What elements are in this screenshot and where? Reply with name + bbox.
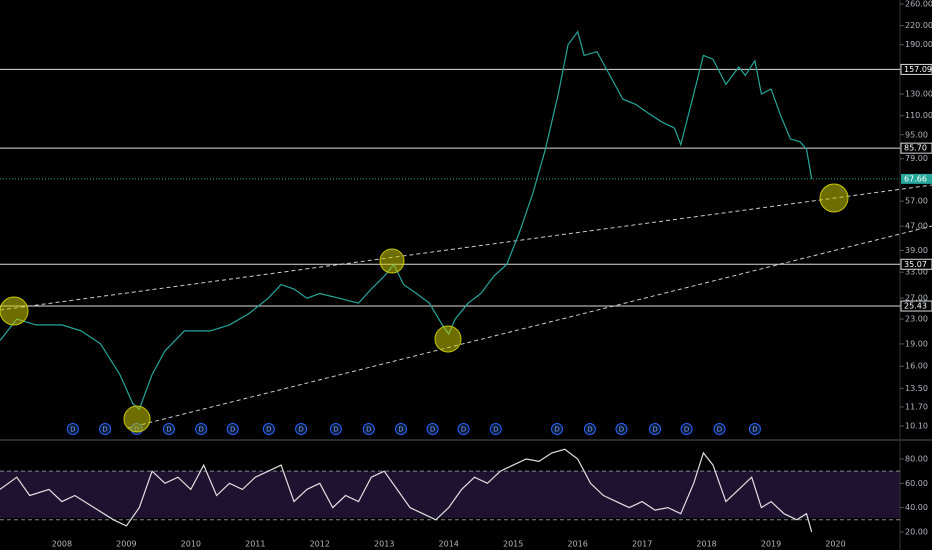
highlight-circle	[0, 296, 29, 326]
x-tick-label: 2014	[439, 540, 459, 549]
x-tick-label: 2013	[374, 540, 394, 549]
highlight-circle	[819, 183, 849, 213]
dividend-label: D	[752, 426, 757, 434]
x-tick-label: 2008	[52, 540, 72, 549]
dividend-label: D	[554, 426, 559, 434]
y-tick-label: 220.00	[905, 21, 932, 30]
dividend-label: D	[266, 426, 271, 434]
dividend-marker	[680, 423, 693, 435]
dividend-marker	[262, 423, 275, 435]
y-tick-label: 47.00	[905, 222, 928, 231]
x-tick-label: 2017	[632, 540, 652, 549]
y-tick-label: 27.00	[905, 294, 928, 303]
dividend-label: D	[333, 426, 338, 434]
dividend-marker	[295, 423, 308, 435]
y-tick-label: 57.00	[905, 197, 928, 206]
dividend-label: D	[587, 426, 592, 434]
dividend-marker	[426, 423, 439, 435]
y-tick-label: 13.50	[905, 384, 928, 393]
dividend-marker	[99, 423, 112, 435]
x-tick-label: 2018	[696, 540, 716, 549]
dividend-marker	[615, 423, 628, 435]
highlight-circle	[123, 405, 151, 433]
dividend-marker	[395, 423, 408, 435]
x-tick-label: 2012	[310, 540, 330, 549]
level-label-box	[900, 63, 932, 75]
dividend-marker	[748, 423, 761, 435]
y-tick-label: 19.00	[905, 339, 928, 348]
dividend-marker	[329, 423, 342, 435]
x-tick-label: 2010	[181, 540, 201, 549]
y-tick-label: 60.00	[905, 479, 928, 488]
price-line	[0, 30, 813, 411]
y-tick-label: 80.00	[905, 454, 928, 463]
dividend-label: D	[717, 426, 722, 434]
highlight-circle	[379, 248, 405, 274]
x-tick-label: 2015	[503, 540, 523, 549]
y-tick-label: 40.00	[905, 503, 928, 512]
y-tick-label: 260.00	[905, 0, 932, 8]
y-tick-label: 33.00	[905, 268, 928, 277]
dividend-label: D	[198, 426, 203, 434]
dividend-label: D	[298, 426, 303, 434]
x-tick-label: 2009	[116, 540, 136, 549]
level-label-box	[900, 300, 932, 312]
highlight-circle	[434, 325, 462, 353]
dividend-label: D	[619, 426, 624, 434]
y-tick-label: 16.00	[905, 362, 928, 371]
dividend-marker	[362, 423, 375, 435]
y-tick-label: 20.00	[905, 527, 928, 536]
dividend-marker	[457, 423, 470, 435]
y-tick-label: 79.00	[905, 154, 928, 163]
x-tick-label: 2016	[567, 540, 587, 549]
dividend-marker	[713, 423, 726, 435]
dividend-label: D	[398, 426, 403, 434]
dividend-label: D	[366, 426, 371, 434]
dividend-label: D	[493, 426, 498, 434]
level-label: 25.43	[904, 302, 927, 311]
level-label: 35.07	[904, 260, 927, 269]
y-tick-label: 39.00	[905, 246, 928, 255]
dividend-marker	[162, 423, 175, 435]
y-tick-label: 11.70	[905, 402, 928, 411]
dividend-marker	[66, 423, 79, 435]
level-label: 85.70	[904, 144, 927, 153]
dividend-label: D	[652, 426, 657, 434]
trend-line	[0, 184, 932, 311]
last-price-label: 67.66	[904, 174, 927, 183]
dividend-marker	[195, 423, 208, 435]
y-tick-label: 110.00	[905, 111, 932, 120]
rsi-line	[0, 448, 813, 533]
y-tick-label: 190.00	[905, 40, 932, 49]
dividend-label: D	[230, 426, 235, 434]
x-tick-label: 2011	[245, 540, 265, 549]
dividend-label: D	[461, 426, 466, 434]
dividend-marker	[226, 423, 239, 435]
dividend-marker	[649, 423, 662, 435]
dividend-marker	[551, 423, 564, 435]
dividend-label: D	[684, 426, 689, 434]
level-label-box	[900, 142, 932, 154]
level-label-box	[900, 258, 932, 270]
dividend-label: D	[166, 426, 171, 434]
level-label: 157.09	[904, 65, 932, 74]
last-price-box	[901, 173, 932, 184]
x-tick-label: 2020	[825, 540, 845, 549]
y-tick-label: 95.00	[905, 130, 928, 139]
trend-line	[127, 225, 932, 429]
dividend-marker	[583, 423, 596, 435]
dividend-label: D	[430, 426, 435, 434]
highlights	[0, 183, 849, 433]
dividend-marker	[489, 423, 502, 435]
rsi-band	[0, 471, 900, 518]
y-tick-label: 130.00	[905, 90, 932, 99]
dividend-label: D	[102, 426, 107, 434]
y-tick-label: 10.10	[905, 422, 928, 431]
y-tick-label: 23.00	[905, 315, 928, 324]
x-tick-label: 2019	[761, 540, 781, 549]
dividend-label: D	[70, 426, 75, 434]
